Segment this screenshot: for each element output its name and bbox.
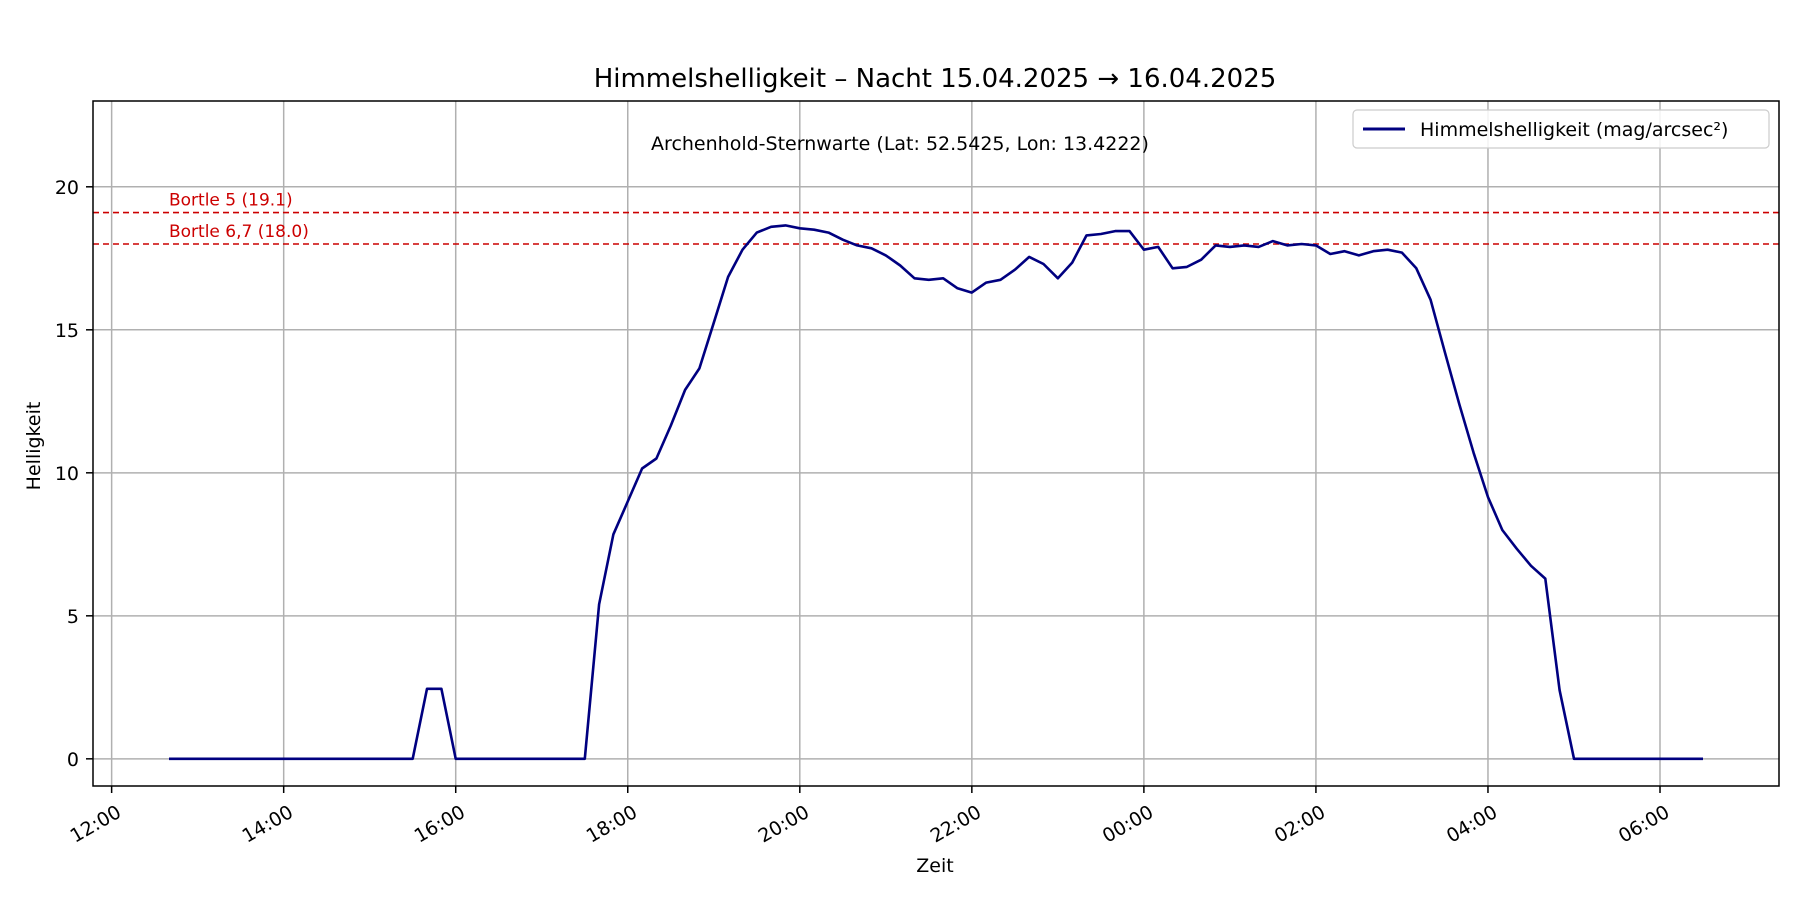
x-tick-label: 16:00 <box>411 801 469 847</box>
x-tick-label: 20:00 <box>755 801 813 847</box>
x-tick-label: 14:00 <box>239 801 297 847</box>
reference-line-label: Bortle 6,7 (18.0) <box>169 222 309 242</box>
reference-lines: Bortle 5 (19.1) Bortle 6,7 (18.0) <box>93 191 1779 245</box>
y-axis-label: Helligkeit <box>23 402 45 491</box>
chart-subtitle: Archenhold-Sternwarte (Lat: 52.5425, Lon… <box>651 133 1149 155</box>
chart-title: Himmelshelligkeit – Nacht 15.04.2025 → 1… <box>594 64 1277 94</box>
y-tick-label: 0 <box>67 749 79 771</box>
x-tick-label: 22:00 <box>927 801 985 847</box>
reference-line-label: Bortle 5 (19.1) <box>169 191 293 211</box>
series-layer <box>169 224 1703 761</box>
x-tick-label: 04:00 <box>1443 801 1501 847</box>
x-tick-label: 02:00 <box>1271 801 1329 847</box>
x-tick-label: 06:00 <box>1615 801 1673 847</box>
legend: Himmelshelligkeit (mag/arcsec²) <box>1352 109 1770 149</box>
y-tick-label: 10 <box>55 463 79 485</box>
y-tick-label: 15 <box>55 320 79 342</box>
x-tick-label: 18:00 <box>583 801 641 847</box>
grid <box>93 101 1779 786</box>
y-tick-label: 5 <box>67 606 79 628</box>
legend-label: Himmelshelligkeit (mag/arcsec²) <box>1420 119 1728 141</box>
axis-ticks: 12:00 14:00 16:00 18:00 20:00 22:00 00:00 02:00… <box>55 177 1673 848</box>
x-tick-label: 12:00 <box>67 801 125 847</box>
y-tick-label: 20 <box>55 177 79 199</box>
series-line <box>169 224 1703 761</box>
x-axis-label: Zeit <box>916 855 953 877</box>
plot-frame <box>92 100 1780 787</box>
x-tick-label: 00:00 <box>1099 801 1157 847</box>
legend-box <box>1352 109 1770 149</box>
